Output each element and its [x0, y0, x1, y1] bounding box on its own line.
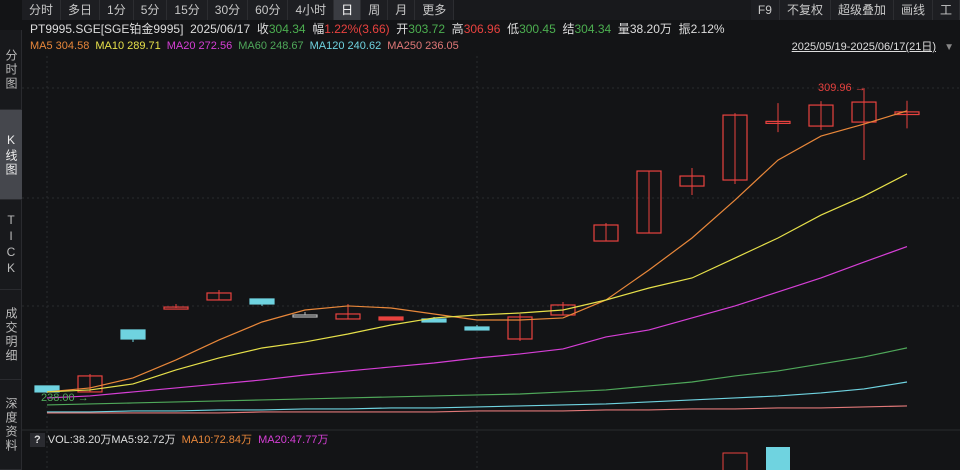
sidebar-item-label: TICK — [4, 212, 18, 277]
ma-line-ma20 — [46, 246, 908, 399]
tab-2[interactable]: 1分 — [100, 0, 134, 20]
tab-3[interactable]: 5分 — [133, 0, 168, 20]
sidebar-item-3[interactable]: 成交明细 — [0, 290, 22, 380]
candle-body — [636, 170, 662, 234]
vol-value: VOL:38.20万 — [47, 434, 112, 446]
ma-legend-item: MA60 248.67 — [238, 40, 304, 52]
sidebar-item-label: 分时图 — [4, 48, 18, 91]
tool-tabs: F9 不复权 超级叠加 画线工 — [750, 0, 960, 20]
ma-line-ma60 — [46, 347, 908, 406]
candle-body — [722, 114, 748, 181]
kline-chart[interactable]: 309.96 → 238.00 → — [22, 56, 960, 470]
help-button[interactable]: ? — [30, 433, 45, 447]
volume-legend: ? VOL:38.20万MA5:92.72万 MA10:72.84万 MA20:4… — [30, 433, 328, 447]
ma-legend-item: MA10 289.71 — [95, 40, 161, 52]
candle-body — [894, 111, 920, 116]
tab-11[interactable]: 更多 — [415, 0, 455, 20]
ma-legend-item: MA20 272.56 — [166, 40, 233, 52]
volume-bar — [766, 447, 790, 470]
tab-0[interactable]: 分时 — [22, 0, 62, 20]
high-label: 高 — [451, 22, 464, 36]
candle-body — [249, 298, 275, 305]
change-value: 1.22%(3.66) — [324, 22, 390, 36]
candle-body — [163, 306, 189, 310]
vol-ma10: MA10:72.84万 — [181, 434, 252, 446]
quote-date: 2025/06/17 — [190, 22, 251, 36]
candle-body — [851, 101, 877, 123]
amplitude-label: 振 — [678, 22, 691, 36]
ma-line-ma250 — [47, 405, 908, 414]
dropdown-arrow-icon[interactable]: ▼ — [944, 42, 954, 53]
sidebar-item-4[interactable]: 深度资料 — [0, 380, 22, 470]
period-toolbar: 分时 多日 1分 5分 15分 30分 60分 4小时日周月更多 — [0, 0, 960, 20]
candle-body — [808, 104, 834, 127]
candle-body — [464, 326, 490, 331]
tab-1[interactable]: 多日 — [61, 0, 101, 20]
tool-tab-2[interactable]: 超级叠加 — [830, 0, 894, 20]
view-sidebar: 分时图 K线图 TICK 成交明细深度资料 — [0, 30, 22, 470]
sidebar-item-2[interactable]: TICK — [0, 200, 22, 290]
low-label: 低 — [507, 22, 520, 36]
sidebar-item-label: 深度资料 — [4, 396, 18, 453]
tool-tab-1[interactable]: 不复权 — [779, 0, 831, 20]
ma-legend-item: MA120 240.62 — [309, 40, 382, 52]
ma-line-ma5 — [46, 110, 908, 393]
ma-legend-item: MA5 304.58 — [30, 40, 90, 52]
settle-label: 结 — [562, 22, 575, 36]
low-value: 300.45 — [519, 22, 556, 36]
tab-6[interactable]: 60分 — [248, 0, 289, 20]
ma-line-ma120 — [47, 381, 908, 413]
tool-tab-3[interactable]: 画线 — [893, 0, 933, 20]
low-annotation: 238.00 → — [41, 392, 89, 404]
candle-body — [120, 329, 146, 340]
settle-value: 304.34 — [574, 22, 612, 36]
candle-body — [77, 375, 103, 393]
tab-8[interactable]: 日 — [334, 0, 362, 20]
high-value: 306.96 — [463, 22, 501, 36]
sidebar-item-0[interactable]: 分时图 — [0, 30, 22, 110]
tab-4[interactable]: 15分 — [167, 0, 208, 20]
candle-body — [206, 292, 232, 301]
open-value: 303.72 — [408, 22, 445, 36]
volume-value: 38.20万 — [629, 22, 672, 36]
sidebar-item-label: K线图 — [4, 132, 18, 177]
ma-line-ma10 — [46, 173, 908, 393]
candle-body — [550, 304, 576, 316]
close-label: 收 — [256, 22, 269, 36]
candle-body — [679, 175, 705, 187]
close-value: 304.34 — [268, 22, 306, 36]
tab-5[interactable]: 30分 — [207, 0, 249, 20]
high-annotation: 309.96 → — [818, 82, 866, 94]
change-label: 幅 — [312, 22, 325, 36]
candle-body — [292, 314, 318, 318]
candle-body — [507, 316, 533, 340]
amplitude-value: 2.12% — [690, 22, 725, 36]
toolbar-spacer — [0, 0, 22, 20]
vol-ma20: MA20:47.77万 — [258, 434, 329, 446]
tab-10[interactable]: 月 — [388, 0, 416, 20]
sidebar-item-label: 成交明细 — [4, 306, 18, 363]
tab-7[interactable]: 4小时 — [288, 0, 335, 20]
quote-info: PT9995.SGE[SGE铂金9995] 2025/06/17 收304.34… — [30, 20, 725, 38]
period-tabs: 分时 多日 1分 5分 15分 30分 60分 4小时日周月更多 — [22, 0, 455, 20]
candle-body — [765, 120, 791, 124]
symbol: PT9995.SGE[SGE铂金9995] — [30, 22, 184, 36]
ma-legend-item: MA250 236.05 — [387, 40, 459, 52]
tool-tab-0[interactable]: F9 — [750, 0, 780, 20]
sidebar-item-1[interactable]: K线图 — [0, 110, 22, 200]
vol-ma5: MA5:92.72万 — [111, 434, 176, 446]
candle-body — [378, 316, 404, 321]
candle-body — [335, 313, 361, 320]
candle-body — [593, 224, 619, 242]
tab-9[interactable]: 周 — [361, 0, 389, 20]
date-range-selector[interactable]: 2025/05/19-2025/06/17(21日) — [791, 41, 936, 53]
ma-legend: MA5 304.58 MA10 289.71 MA20 272.56 MA60 248… — [30, 38, 465, 54]
tool-tab-4[interactable]: 工 — [932, 0, 960, 20]
volume-bar — [722, 452, 748, 470]
open-label: 开 — [396, 22, 409, 36]
volume-label: 量 — [617, 22, 630, 36]
